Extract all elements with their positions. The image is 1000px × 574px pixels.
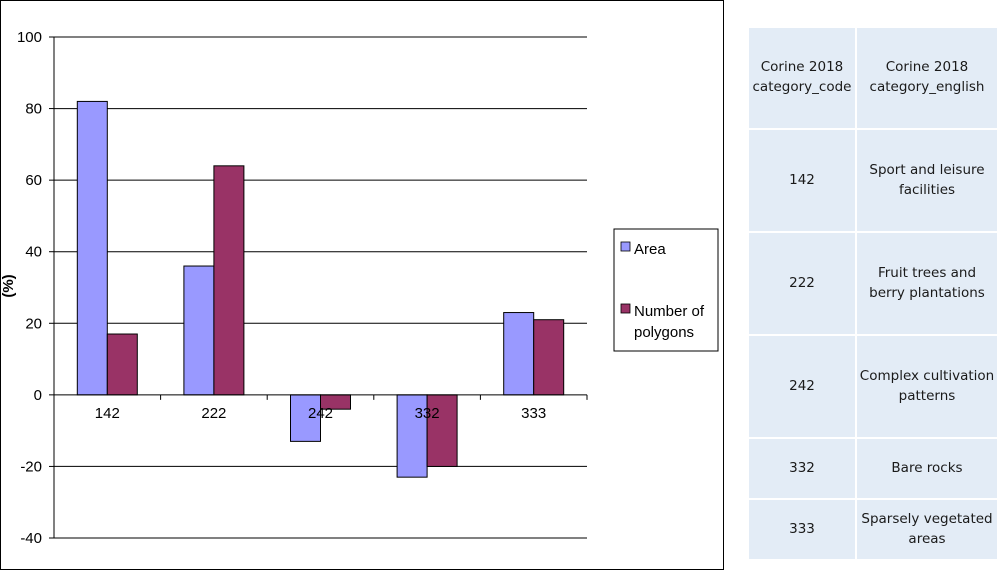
table-row: 222 Fruit trees and berry plantations (749, 233, 997, 334)
category-table: Corine 2018 category_code Corine 2018 ca… (747, 26, 999, 561)
legend-label-line: polygons (634, 324, 694, 341)
legend-label-polygons: Number of polygons (634, 303, 705, 341)
bar-polygons (426, 394, 458, 467)
legend-swatch-area (620, 241, 631, 252)
header-category-english: Corine 2018 category_english (857, 28, 997, 128)
chart-frame (0, 0, 724, 570)
legend-label-area: Area (634, 241, 666, 258)
y-tick-label: -20 (20, 458, 42, 475)
legend-swatch-polygons (620, 303, 631, 314)
cell-code: 222 (749, 233, 855, 334)
table-row: 333 Sparsely vegetated areas (749, 500, 997, 559)
x-tick-label: 332 (415, 405, 440, 422)
x-axis-ticks: 142 222 242 332 333 (53, 394, 588, 422)
y-tick-label: 20 (25, 315, 42, 332)
cell-english: Sport and leisure facilities (857, 130, 997, 231)
y-axis-label: (%) (0, 274, 17, 297)
x-tick-label: 222 (201, 405, 226, 422)
y-axis-ticks: -40 -20 0 20 40 60 80 100 (17, 29, 54, 547)
y-tick-label: -40 (20, 530, 42, 547)
bar-area (183, 265, 215, 396)
x-tick-label: 333 (521, 405, 546, 422)
y-tick-label: 80 (25, 101, 42, 118)
cell-code: 333 (749, 500, 855, 559)
table-row: 242 Complex cultivation patterns (749, 336, 997, 437)
x-tick-label: 142 (95, 405, 120, 422)
bars (76, 100, 565, 478)
gridlines (54, 36, 587, 539)
x-tick-label: 242 (308, 405, 333, 422)
bar-chart: -40 -20 0 20 40 60 80 100 142 222 242 332 333 (%) A… (0, 29, 719, 547)
table-row: 142 Sport and leisure facilities (749, 130, 997, 231)
cell-english: Fruit trees and berry plantations (857, 233, 997, 334)
legend: Area Number of polygons (613, 228, 719, 352)
bar-polygons (106, 333, 138, 396)
cell-english: Bare rocks (857, 439, 997, 498)
axes (53, 37, 587, 538)
header-category-code: Corine 2018 category_code (749, 28, 855, 128)
y-tick-label: 100 (17, 29, 42, 46)
y-tick-label: 40 (25, 244, 42, 261)
table-row: 332 Bare rocks (749, 439, 997, 498)
cell-code: 332 (749, 439, 855, 498)
legend-label-line: Number of (634, 303, 705, 320)
cell-english: Complex cultivation patterns (857, 336, 997, 437)
table-header-row: Corine 2018 category_code Corine 2018 ca… (749, 28, 997, 128)
y-tick-label: 60 (25, 172, 42, 189)
bar-area (396, 394, 428, 478)
bar-polygons (533, 319, 565, 396)
cell-code: 142 (749, 130, 855, 231)
cell-english: Sparsely vegetated areas (857, 500, 997, 559)
bar-area (76, 100, 108, 396)
bar-area (290, 394, 321, 442)
bar-polygons (213, 165, 245, 396)
y-tick-label: 0 (34, 387, 42, 404)
cell-code: 242 (749, 336, 855, 437)
bar-area (503, 312, 535, 396)
legend-box (613, 228, 719, 352)
